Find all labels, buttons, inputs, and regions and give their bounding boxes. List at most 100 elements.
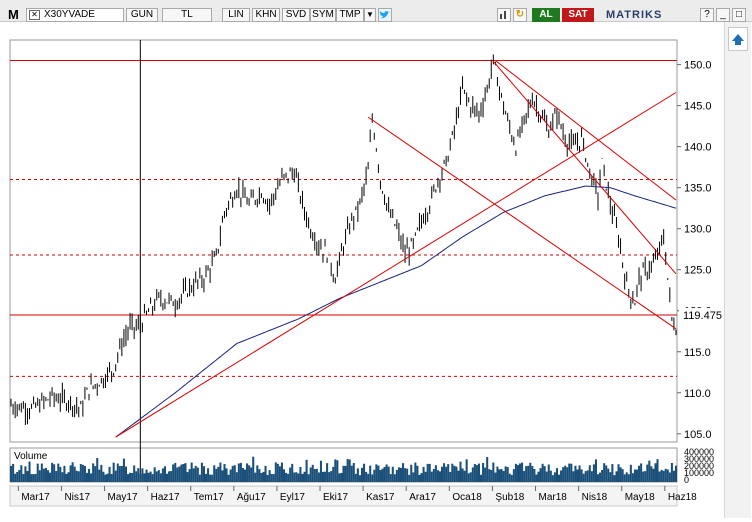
volume-bar xyxy=(112,462,115,482)
volume-bar xyxy=(131,472,134,482)
volume-bar xyxy=(348,459,351,482)
volume-bar xyxy=(621,469,624,482)
volume-bar xyxy=(615,471,618,482)
volume-bar xyxy=(498,469,501,482)
volume-bar xyxy=(161,468,164,482)
volume-bar xyxy=(258,469,261,482)
volume-bar xyxy=(184,463,187,482)
volume-bar xyxy=(77,471,80,482)
volume-bar xyxy=(297,473,300,482)
chart-scrollbar[interactable] xyxy=(724,22,751,518)
sell-button[interactable]: SAT xyxy=(562,8,594,22)
volume-bar xyxy=(334,459,337,482)
volume-bar xyxy=(293,472,296,482)
symbol-input[interactable]: ✕ X30YVADE xyxy=(26,8,124,22)
volume-bar xyxy=(527,465,530,482)
maximize-button[interactable]: □ xyxy=(732,8,746,22)
volume-bar xyxy=(321,471,325,482)
volume-bar xyxy=(46,470,50,482)
clear-symbol-icon[interactable]: ✕ xyxy=(29,10,40,20)
volume-bar xyxy=(332,466,335,482)
volume-bar xyxy=(644,471,647,482)
dropdown-icon[interactable]: ▼ xyxy=(364,8,376,22)
volume-bar xyxy=(418,474,421,482)
volume-bar xyxy=(133,465,136,482)
volume-bar xyxy=(192,468,195,482)
volume-bar xyxy=(98,469,101,482)
minimize-button[interactable]: _ xyxy=(716,8,730,22)
volume-bar xyxy=(34,473,37,482)
volume-bar xyxy=(599,472,602,482)
chart-type-icon[interactable] xyxy=(497,8,511,22)
volume-bar xyxy=(354,473,357,482)
volume-bar xyxy=(163,466,166,482)
volume-bar xyxy=(200,462,203,482)
volume-bar xyxy=(451,463,454,482)
volume-bar xyxy=(609,472,612,482)
x-tick-label: Kas17 xyxy=(366,492,395,503)
volume-bar xyxy=(153,467,156,482)
buy-button[interactable]: AL xyxy=(532,8,560,22)
volume-bar xyxy=(406,468,409,482)
volume-tick-label: 200000 xyxy=(684,461,714,471)
volume-bar xyxy=(110,473,113,482)
volume-bar xyxy=(486,456,489,482)
volume-bar xyxy=(305,459,308,482)
x-tick-label: Eyl17 xyxy=(280,492,305,503)
x-tick-label: Nis17 xyxy=(64,492,90,503)
volume-bar xyxy=(512,469,515,482)
volume-bar xyxy=(42,468,45,482)
trend-line-2 xyxy=(367,116,677,330)
volume-bar xyxy=(270,473,273,482)
volume-bar xyxy=(397,467,400,482)
volume-bar xyxy=(551,475,554,482)
period-button[interactable]: GUN xyxy=(126,8,158,22)
price-chart[interactable]: 105.0110.0115.0120.0125.0130.0135.0140.0… xyxy=(0,22,752,522)
volume-bar xyxy=(625,472,628,482)
volume-bar xyxy=(381,468,384,482)
toolbar-tmp-button[interactable]: TMP xyxy=(336,8,364,22)
volume-bar xyxy=(350,465,353,482)
volume-bar xyxy=(129,472,132,482)
toolbar-sym-button[interactable]: SYM xyxy=(310,8,336,22)
volume-bar xyxy=(640,463,643,482)
volume-bar xyxy=(221,470,224,482)
volume-bar xyxy=(488,469,491,482)
toolbar-khn-button[interactable]: KHN xyxy=(252,8,280,22)
volume-bar xyxy=(633,469,636,482)
volume-bar xyxy=(180,464,183,482)
volume-bar xyxy=(648,460,651,482)
last-price-label: 119.475 xyxy=(683,310,722,322)
twitter-icon[interactable] xyxy=(378,8,392,22)
chart-area[interactable]: 105.0110.0115.0120.0125.0130.0135.0140.0… xyxy=(0,22,752,522)
toolbar-lin-button[interactable]: LIN xyxy=(222,8,250,22)
volume-bar xyxy=(231,465,234,482)
volume-bar xyxy=(278,466,281,482)
volume-bar xyxy=(377,465,380,482)
volume-bar xyxy=(564,465,567,482)
volume-bar xyxy=(122,458,125,482)
volume-bar xyxy=(555,468,558,482)
volume-bar xyxy=(57,463,60,482)
scroll-up-icon[interactable] xyxy=(728,27,748,51)
volume-bar xyxy=(652,468,655,482)
refresh-icon[interactable]: ↻ xyxy=(513,8,527,22)
volume-bar xyxy=(672,470,675,482)
x-tick-label: Tem17 xyxy=(194,492,224,503)
volume-bar xyxy=(149,471,152,482)
volume-bar xyxy=(217,466,220,482)
volume-bar xyxy=(287,473,290,482)
volume-bar xyxy=(484,467,487,482)
volume-bar xyxy=(395,469,398,482)
volume-bar xyxy=(276,463,279,482)
volume-bar xyxy=(172,464,175,482)
volume-bar xyxy=(543,466,546,482)
volume-bar xyxy=(553,472,556,482)
toolbar-svd-button[interactable]: SVD xyxy=(282,8,310,22)
volume-bar xyxy=(590,471,593,482)
volume-bar xyxy=(94,466,97,482)
volume-bar xyxy=(584,471,587,482)
help-button[interactable]: ? xyxy=(700,8,714,22)
volume-bar xyxy=(194,465,197,482)
currency-button[interactable]: TL xyxy=(162,8,212,22)
